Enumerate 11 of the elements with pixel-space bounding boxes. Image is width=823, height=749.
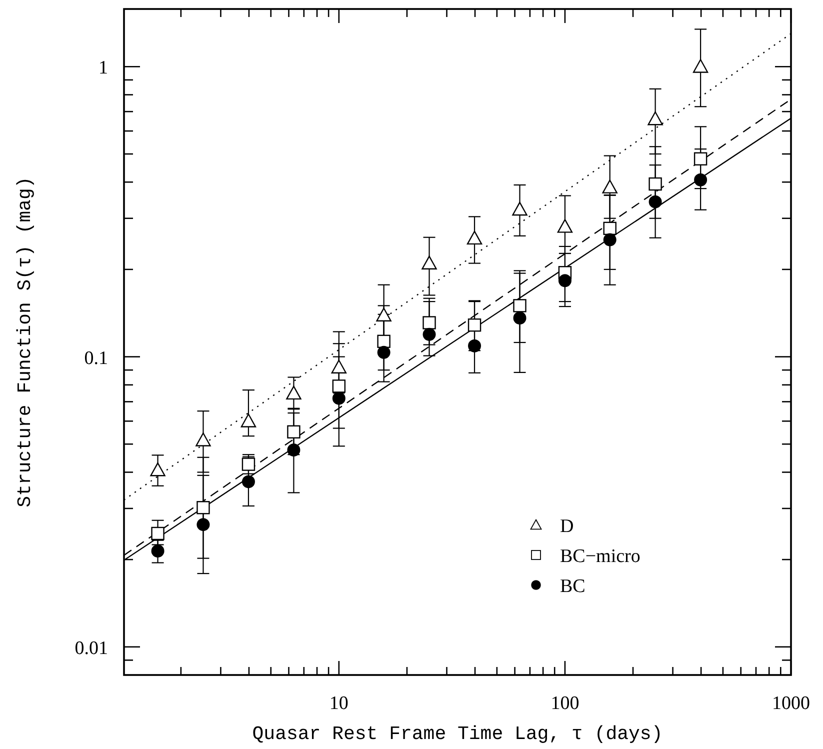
x-axis-title: Quasar Rest Frame Time Lag, τ (days) <box>252 723 663 745</box>
x-tick-label: 100 <box>550 693 580 714</box>
legend-label: BC−micro <box>560 546 640 567</box>
y-tick-label: 1 <box>98 58 108 79</box>
x-tick-label: 1000 <box>772 693 810 714</box>
y-axis-title: Structure Function S(τ) (mag) <box>14 176 36 508</box>
x-tick-label: 10 <box>329 693 348 714</box>
y-tick-label: 0.01 <box>74 638 108 659</box>
legend-label: D <box>560 516 574 537</box>
legend-label: BC <box>560 576 586 597</box>
y-tick-label: 0.1 <box>84 348 108 369</box>
